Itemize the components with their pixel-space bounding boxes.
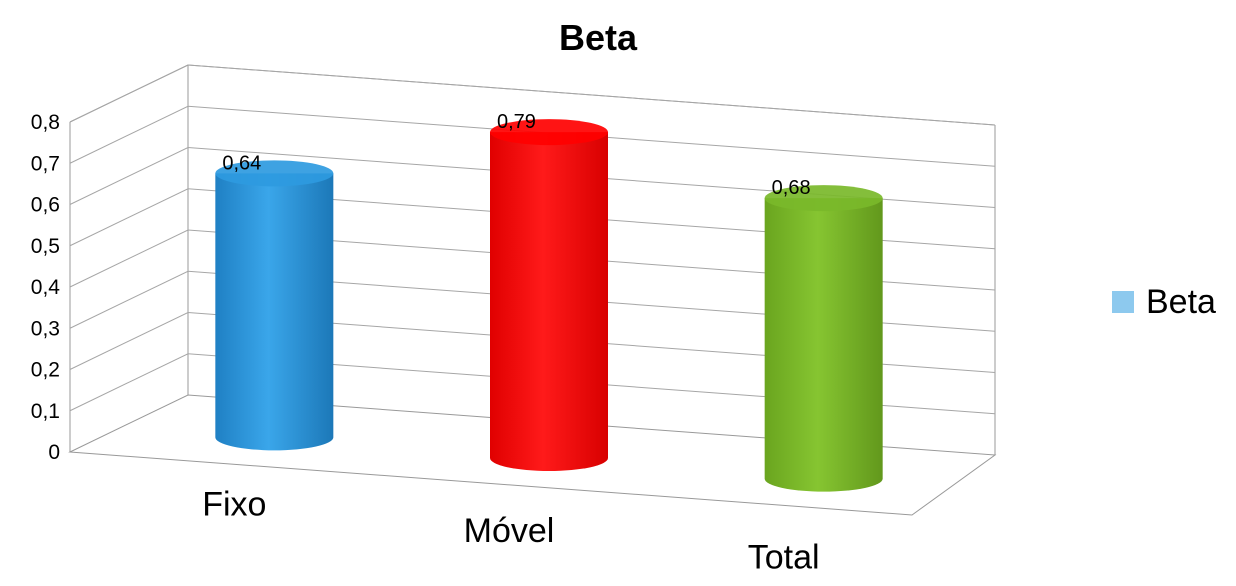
bar-top [215,160,334,187]
legend: Beta [1112,283,1216,321]
gridline [69,353,996,415]
y-tick-label: 0 [48,441,60,464]
x-tick-label: Móvel [464,512,555,550]
data-label: 0,64 [222,152,261,174]
y-tick-label: 0,7 [31,152,60,175]
legend-label: Beta [1146,283,1216,321]
chart-floor [68,394,997,516]
y-tick-label: 0,8 [31,111,60,134]
bar-body [490,132,608,471]
bar-body [764,198,883,492]
gridline [69,146,996,208]
bar-m-vel: 0,79 [490,111,608,471]
y-tick-label: 0,5 [31,235,60,258]
y-tick-label: 0,2 [31,359,60,382]
gridline [69,105,996,167]
bar-total: 0,68 [764,177,883,492]
gridline [69,188,996,250]
y-tick-label: 0,4 [31,276,61,299]
bar-fixo: 0,64 [215,152,334,451]
gridline [69,311,996,373]
gridline [69,229,996,291]
data-label: 0,68 [772,177,811,199]
gridline [69,270,996,332]
gridline [69,64,996,126]
y-tick-label: 0,1 [31,400,60,423]
data-label: 0,79 [497,111,536,133]
y-tick-label: 0,3 [31,317,60,340]
chart-title: Beta [559,17,638,58]
x-tick-label: Fixo [202,485,266,523]
y-tick-label: 0,6 [31,194,60,217]
bar-top [490,119,608,146]
bar-top [764,185,883,212]
bar-body [215,173,334,451]
x-tick-label: Total [748,539,820,577]
legend-swatch [1112,291,1134,313]
